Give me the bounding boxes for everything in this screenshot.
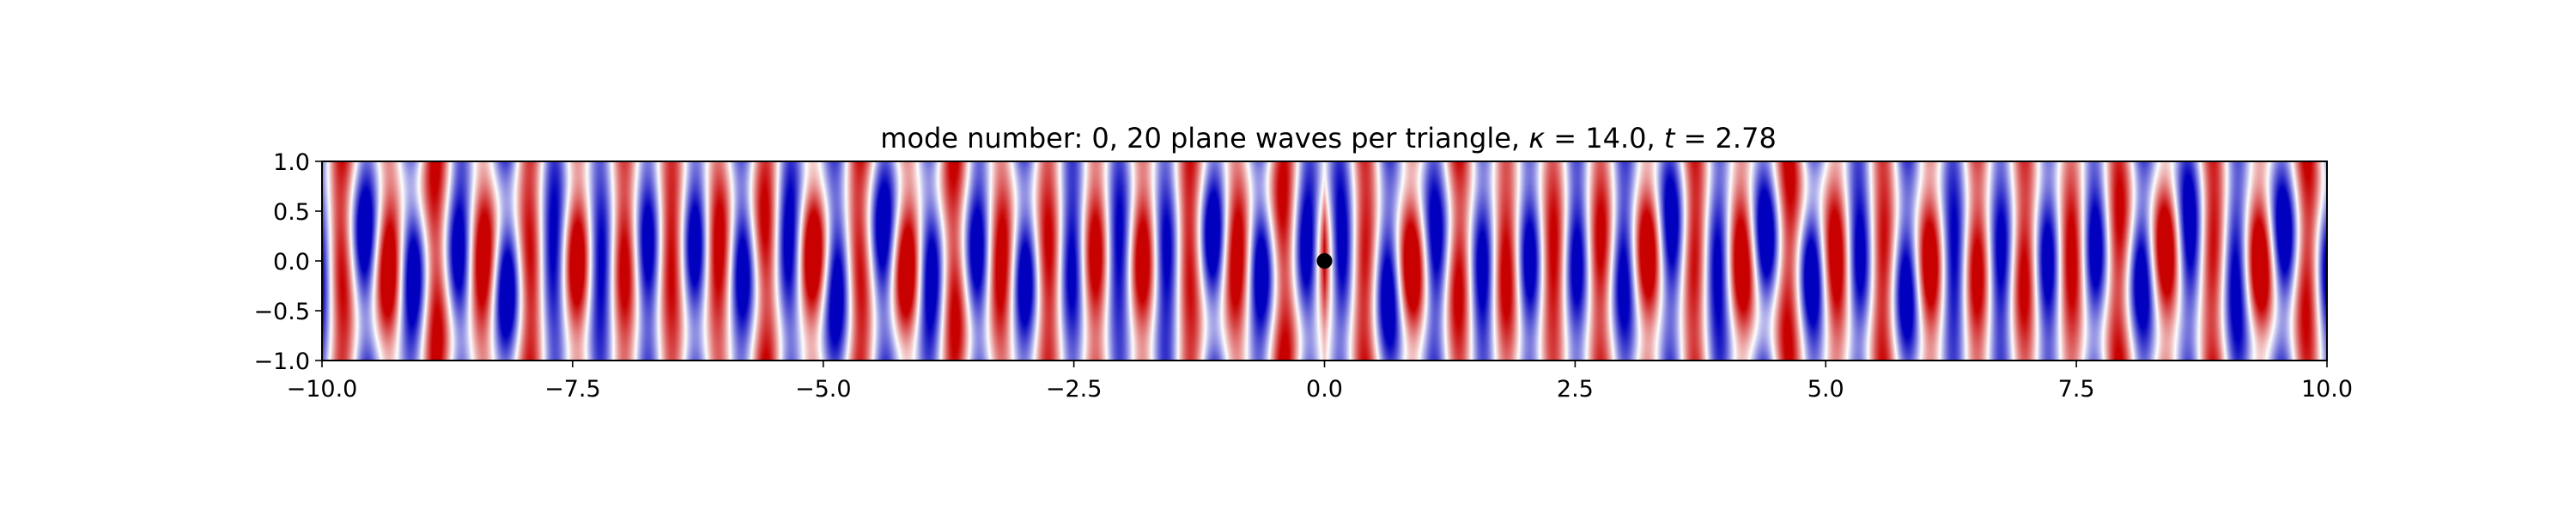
x-tick-label: −7.5 (544, 376, 601, 403)
chart-title-t-symbol: t (1664, 122, 1676, 154)
x-tick-label: 7.5 (2058, 376, 2095, 403)
chart-title: mode number: 0, 20 plane waves per trian… (880, 122, 1777, 154)
x-tick-label: 10.0 (2301, 376, 2353, 403)
x-tick-label: 5.0 (1807, 376, 1844, 403)
chart-marks: −10.0 −7.5 −5.0 −2.5 0.0 2.5 5.0 7.5 10.0 −1.0 −0.… (253, 149, 2353, 403)
x-tick-label: −2.5 (1046, 376, 1103, 403)
chart-title-kappa-value: 14.0 (1585, 122, 1646, 154)
plot-frame (321, 161, 2328, 361)
chart-title-kappa-symbol: κ (1528, 122, 1545, 154)
x-tick-label: −10.0 (287, 376, 358, 403)
y-tick-label: 0.0 (273, 249, 310, 276)
x-tick-label: 0.0 (1306, 376, 1343, 403)
y-tick-label: 1.0 (273, 149, 310, 176)
source-marker (1316, 253, 1333, 269)
chart-title-prefix: mode number: 0, 20 plane waves per trian… (880, 122, 1528, 154)
y-tick-label: 0.5 (273, 199, 310, 226)
x-tick-label: −5.0 (795, 376, 852, 403)
y-tick-label: −0.5 (253, 299, 310, 325)
x-tick-label: 2.5 (1557, 376, 1594, 403)
chart-title-t-value: 2.78 (1716, 122, 1777, 154)
y-tick-label: −1.0 (253, 348, 310, 375)
